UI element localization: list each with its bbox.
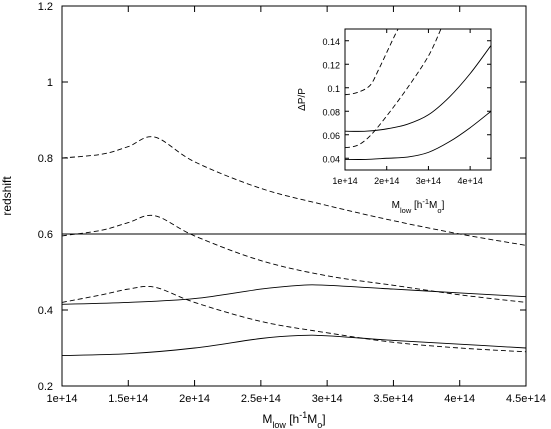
main-x-tick-label: 1.5e+14	[108, 393, 148, 405]
main-x-tick-label: 4.5e+14	[506, 393, 546, 405]
inset-series-line-2	[345, 29, 442, 149]
main-x-axis-label: Mlow [h-1Mo]	[262, 410, 325, 429]
inset-y-axis-label: ΔP/P	[297, 88, 308, 111]
inset-frame	[344, 28, 492, 171]
inset-y-tick-label: 0.12	[322, 60, 340, 70]
main-x-tick-label: 3e+14	[312, 393, 343, 405]
main-x-tick-label: 1e+14	[47, 393, 78, 405]
inset-x-tick-label: 3e+14	[416, 176, 441, 186]
main-y-axis-label: redshift	[0, 176, 14, 216]
main-y-tick-label: 0.6	[38, 229, 53, 241]
inset-y-tick-label: 0.1	[327, 84, 340, 94]
main-series-group	[62, 136, 526, 357]
inset-x-tick-label: 1e+14	[332, 176, 357, 186]
inset-x-tick-label: 4e+14	[458, 176, 483, 186]
main-frame	[61, 5, 527, 387]
main-series-line-4	[62, 285, 526, 353]
main-x-tick-label: 4e+14	[444, 393, 475, 405]
main-y-tick-label: 0.4	[38, 305, 53, 317]
inset-background	[344, 28, 492, 171]
inset-y-tick-label: 0.04	[322, 154, 340, 164]
main-series-line-2	[62, 136, 526, 246]
main-series-line-5	[62, 284, 526, 305]
main-y-tick-label: 0.8	[38, 153, 53, 165]
main-series-line-3	[62, 214, 526, 303]
inset-y-tick-label: 0.14	[322, 37, 340, 47]
inset-series-line-3	[345, 45, 491, 132]
inset-y-tick-label: 0.06	[322, 131, 340, 141]
inset-series-line-4	[345, 110, 491, 160]
main-y-tick-label: 0.2	[38, 381, 53, 393]
main-x-tick-label: 2.5e+14	[241, 393, 281, 405]
inset-y-tick-label: 0.08	[322, 107, 340, 117]
inset-plot: 1e+14 2e+14 3e+14 4e+14 0.04 0.06 0.08 0.1 0.12 0…	[297, 28, 492, 215]
inset-series-line-1	[345, 29, 399, 96]
main-y-tick-label: 1.2	[38, 1, 53, 13]
inset-x-tick-label: 2e+14	[374, 176, 399, 186]
main-y-tick-label: 1	[47, 77, 53, 89]
inset-series-group	[345, 29, 491, 160]
main-x-tick-label: 2e+14	[179, 393, 210, 405]
inset-x-axis-label: Mlow [h-1Mo]	[392, 197, 445, 215]
main-series-line-6	[62, 334, 526, 357]
main-x-tick-label: 3.5e+14	[373, 393, 413, 405]
